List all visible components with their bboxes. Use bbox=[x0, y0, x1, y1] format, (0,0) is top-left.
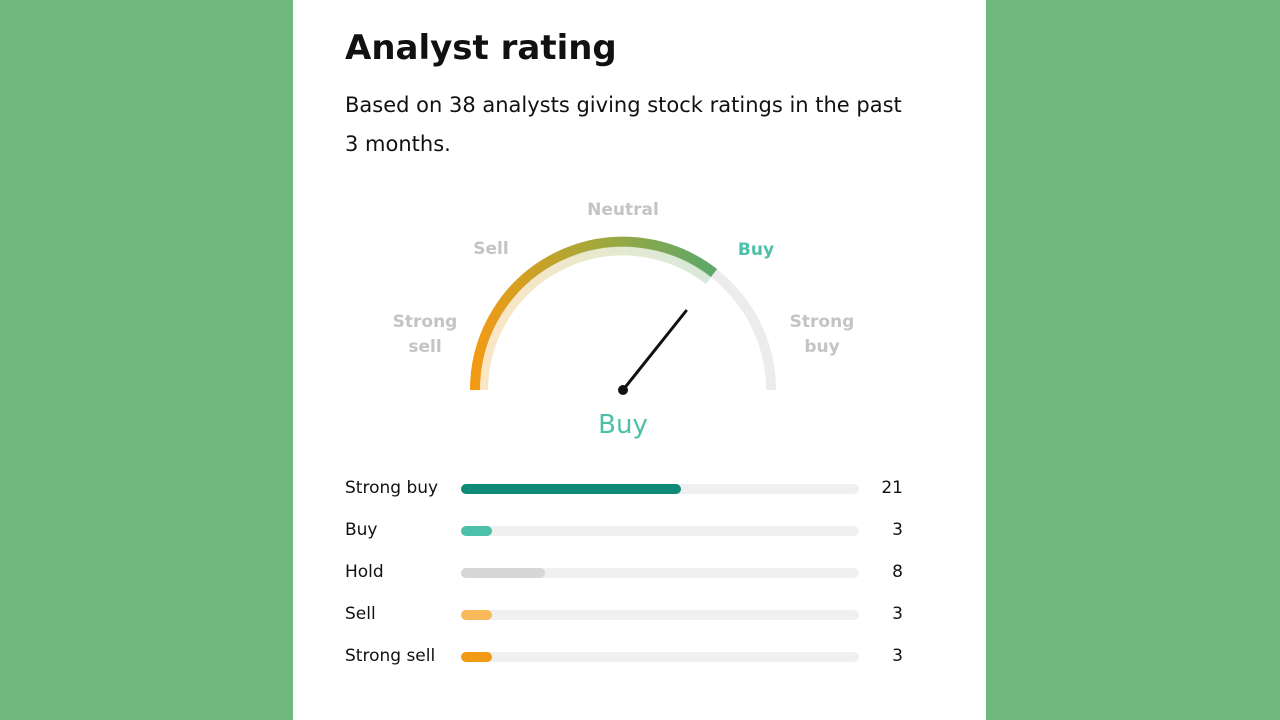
gauge-arc bbox=[469, 236, 718, 391]
rating-label: Strong sell bbox=[345, 646, 436, 666]
gauge bbox=[469, 236, 776, 395]
rating-count: 3 bbox=[892, 520, 903, 540]
rating-label: Strong buy bbox=[345, 478, 439, 498]
rating-label: Buy bbox=[345, 520, 378, 540]
rating-label: Hold bbox=[345, 562, 384, 582]
rating-count: 21 bbox=[881, 478, 903, 498]
needle-hub bbox=[618, 385, 628, 395]
gauge-label: Strong sell bbox=[392, 312, 458, 357]
rating-track bbox=[461, 652, 859, 662]
subtitle: Based on 38 analysts giving stock rating… bbox=[345, 93, 902, 156]
rating-bar bbox=[461, 652, 493, 662]
rating-track bbox=[461, 568, 859, 578]
title: Analyst rating bbox=[345, 28, 617, 68]
rating-count: 3 bbox=[892, 604, 903, 624]
gauge-label: Strong buy bbox=[789, 312, 855, 357]
gauge-label: Buy bbox=[737, 240, 775, 260]
rating-count: 8 bbox=[892, 562, 903, 582]
gauge-label: Sell bbox=[473, 239, 509, 259]
rating-count: 3 bbox=[892, 646, 903, 666]
rating-label: Sell bbox=[345, 604, 376, 624]
rating-track bbox=[461, 484, 859, 494]
rating-bar bbox=[461, 526, 493, 536]
rating-track bbox=[461, 526, 859, 536]
gauge-result: Buy bbox=[598, 410, 648, 440]
rating-bar bbox=[461, 568, 545, 578]
gauge-track bbox=[470, 237, 776, 391]
rating-track bbox=[461, 610, 859, 620]
rating-card: Analyst rating Based on 38 analysts givi… bbox=[293, 0, 986, 720]
gauge-label: Neutral bbox=[587, 200, 659, 220]
needle bbox=[621, 309, 688, 392]
rating-bar bbox=[461, 484, 681, 494]
rating-bar bbox=[461, 610, 493, 620]
gauge-inner bbox=[478, 245, 713, 391]
